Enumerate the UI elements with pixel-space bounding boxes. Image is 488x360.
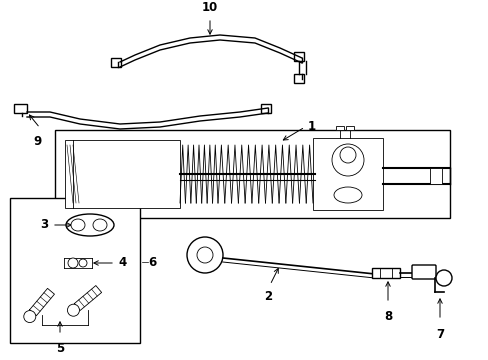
Text: 4: 4 xyxy=(118,256,126,270)
Text: 1: 1 xyxy=(307,121,315,134)
Bar xyxy=(346,126,353,130)
Text: 5: 5 xyxy=(56,342,64,355)
Ellipse shape xyxy=(71,219,85,231)
Ellipse shape xyxy=(333,187,361,203)
Bar xyxy=(293,52,304,61)
Circle shape xyxy=(68,258,78,268)
Bar xyxy=(293,74,304,83)
Bar xyxy=(65,140,180,208)
Circle shape xyxy=(186,237,223,273)
Circle shape xyxy=(79,259,87,267)
Text: 3: 3 xyxy=(40,219,48,231)
Circle shape xyxy=(339,147,355,163)
Text: 10: 10 xyxy=(202,1,218,14)
Text: 6: 6 xyxy=(148,256,156,269)
Bar xyxy=(55,130,449,218)
Text: 8: 8 xyxy=(383,310,391,323)
Bar xyxy=(429,168,441,184)
Circle shape xyxy=(435,270,451,286)
Ellipse shape xyxy=(93,219,107,231)
Bar xyxy=(312,138,382,210)
FancyBboxPatch shape xyxy=(411,265,435,279)
Text: 9: 9 xyxy=(34,135,42,148)
Circle shape xyxy=(67,304,79,316)
Circle shape xyxy=(24,311,36,323)
Circle shape xyxy=(331,144,363,176)
Bar xyxy=(111,58,121,67)
Bar xyxy=(371,268,399,278)
Text: 7: 7 xyxy=(435,328,443,341)
Bar xyxy=(10,198,140,343)
Circle shape xyxy=(197,247,213,263)
Bar xyxy=(335,126,343,130)
Bar xyxy=(14,104,27,113)
Text: 2: 2 xyxy=(264,290,271,303)
Bar xyxy=(261,104,270,113)
Ellipse shape xyxy=(66,214,114,236)
